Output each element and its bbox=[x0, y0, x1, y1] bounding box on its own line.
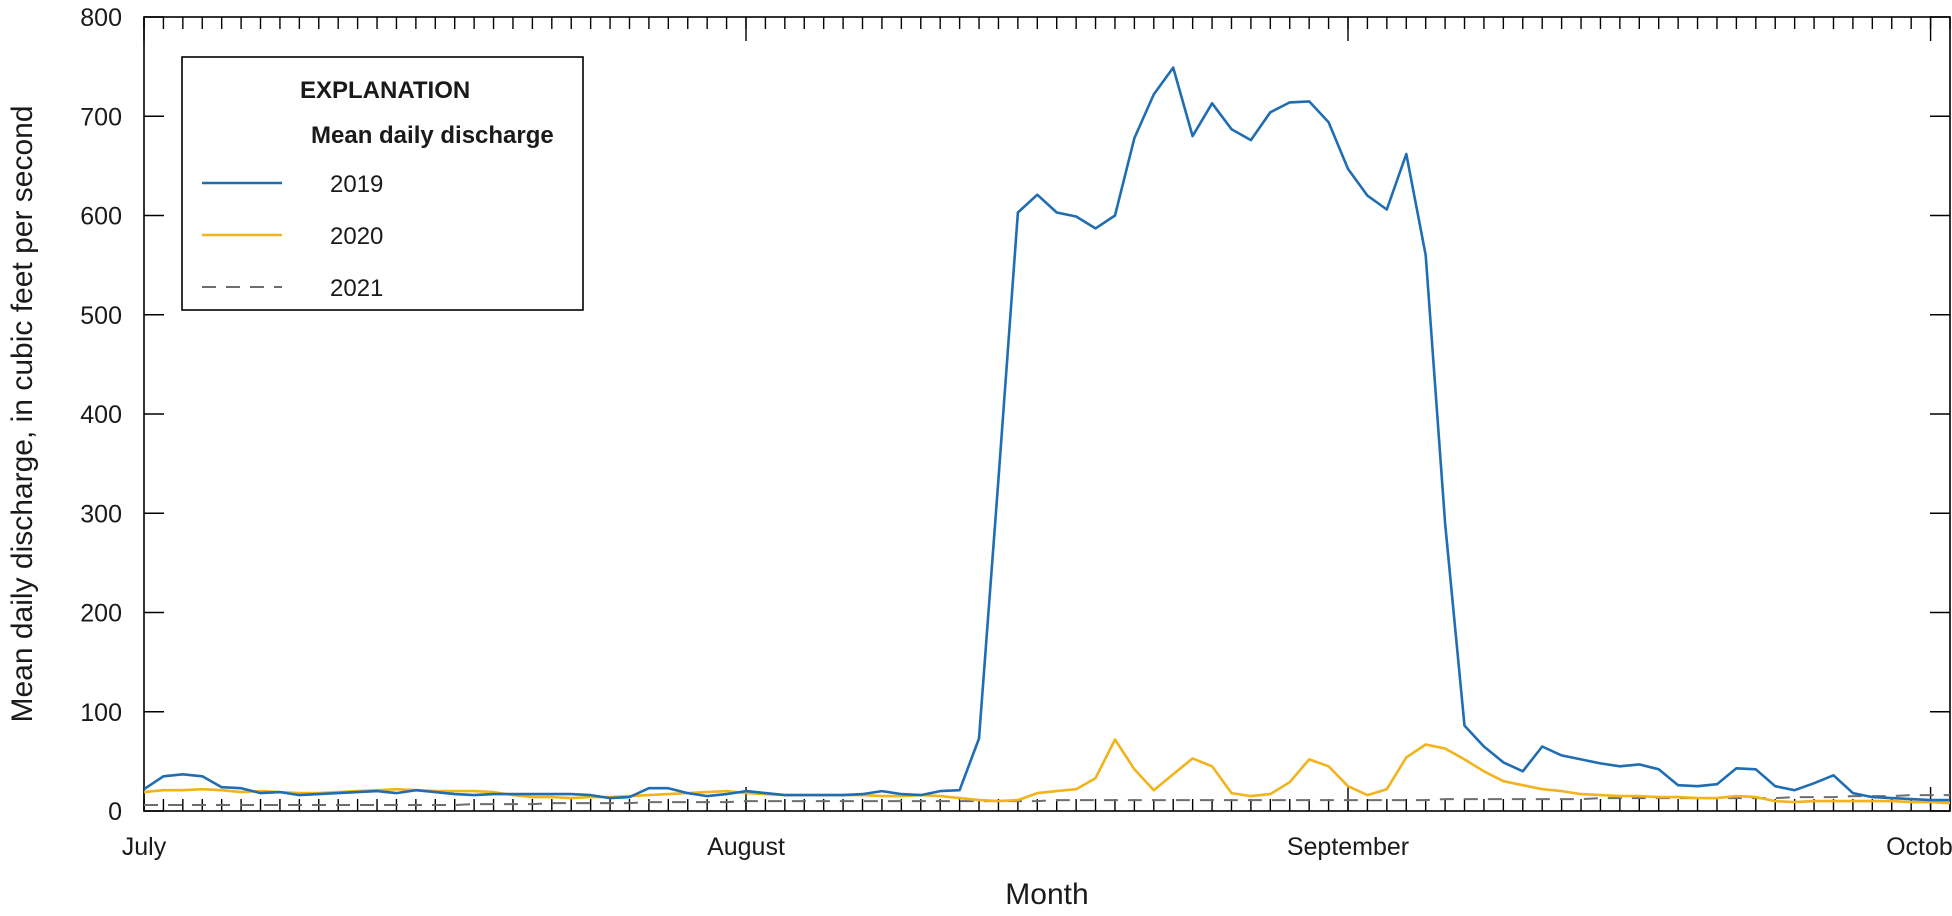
legend: EXPLANATION Mean daily discharge 2019 202… bbox=[181, 56, 584, 311]
y-tick-label: 500 bbox=[80, 302, 122, 330]
y-tick-label: 0 bbox=[108, 798, 122, 826]
x-tick-label: July bbox=[122, 833, 167, 861]
y-tick-label: 100 bbox=[80, 699, 122, 727]
x-tick-labels: July August September October bbox=[122, 833, 1952, 861]
x-tick-label: September bbox=[1287, 833, 1409, 861]
y-axis-title: Mean daily discharge, in cubic feet per … bbox=[6, 105, 39, 722]
legend-label-2021: 2021 bbox=[330, 275, 383, 302]
legend-label-2019: 2019 bbox=[330, 171, 383, 198]
axis-ticks bbox=[143, 16, 1951, 812]
y-tick-label: 600 bbox=[80, 203, 122, 231]
y-tick-label: 300 bbox=[80, 500, 122, 528]
series-lines bbox=[143, 66, 1951, 806]
series-line-2019 bbox=[143, 66, 1950, 802]
x-tick-label: August bbox=[707, 833, 785, 861]
legend-entries: 2019 2020 2021 bbox=[202, 171, 383, 302]
y-tick-label: 200 bbox=[80, 600, 122, 628]
legend-label-2020: 2020 bbox=[330, 223, 383, 250]
y-tick-labels: 0 100 200 300 400 500 600 700 800 bbox=[80, 4, 122, 826]
series-line-2021 bbox=[144, 794, 1950, 806]
y-tick-label: 400 bbox=[80, 401, 122, 429]
y-tick-label: 700 bbox=[80, 103, 122, 131]
series-line-2020 bbox=[143, 738, 1951, 805]
x-axis-title: Month bbox=[1005, 878, 1088, 911]
legend-heading: EXPLANATION bbox=[300, 77, 470, 104]
legend-subheading: Mean daily discharge bbox=[311, 122, 554, 149]
x-tick-label: October bbox=[1886, 833, 1952, 861]
y-tick-label: 800 bbox=[80, 4, 122, 32]
